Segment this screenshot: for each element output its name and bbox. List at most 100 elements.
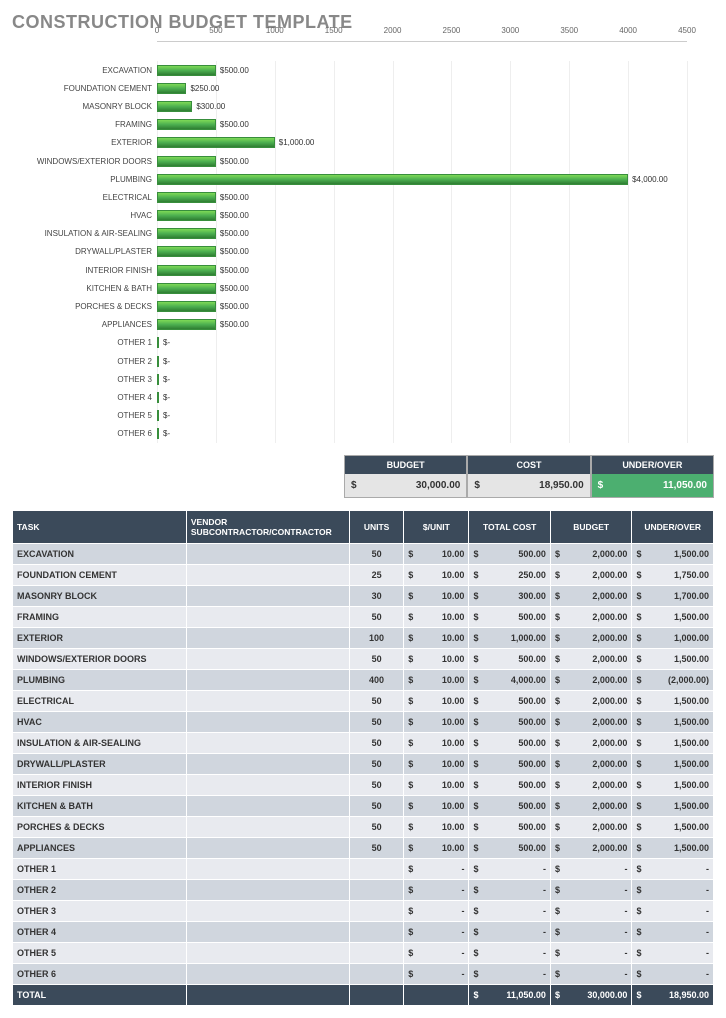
cell-vendor — [186, 774, 349, 795]
bar — [157, 392, 159, 403]
bar-value-label: $1,000.00 — [279, 138, 315, 147]
cell-vendor — [186, 921, 349, 942]
footer-uo: $18,950.00 — [632, 984, 714, 1005]
bar — [157, 428, 159, 439]
cell-uo: $- — [632, 963, 714, 984]
cell-total: $500.00 — [469, 543, 551, 564]
cell-units — [349, 921, 403, 942]
cell-unit-cost: $10.00 — [404, 774, 469, 795]
bar — [157, 137, 275, 148]
table-col-header: VENDORSUBCONTRACTOR/CONTRACTOR — [186, 510, 349, 543]
cell-budget: $- — [550, 942, 632, 963]
bar — [157, 410, 159, 421]
cell-units — [349, 879, 403, 900]
bar-label: OTHER 2 — [12, 357, 152, 366]
chart-bars: EXCAVATION$500.00FOUNDATION CEMENT$250.0… — [157, 61, 687, 443]
bar-row: EXCAVATION$500.00 — [157, 61, 687, 79]
cell-units: 50 — [349, 543, 403, 564]
cell-total: $300.00 — [469, 585, 551, 606]
cell-unit-cost: $10.00 — [404, 627, 469, 648]
table-row: OTHER 3$-$-$-$- — [13, 900, 714, 921]
cell-vendor — [186, 753, 349, 774]
bar-value-label: $- — [163, 393, 170, 402]
bar-value-label: $4,000.00 — [632, 175, 668, 184]
bar-label: ELECTRICAL — [12, 193, 152, 202]
cell-uo: $- — [632, 900, 714, 921]
cell-vendor — [186, 669, 349, 690]
footer-budget: $30,000.00 — [550, 984, 632, 1005]
cell-vendor — [186, 585, 349, 606]
cell-uo: $- — [632, 858, 714, 879]
table-row: OTHER 2$-$-$-$- — [13, 879, 714, 900]
cell-task: INTERIOR FINISH — [13, 774, 187, 795]
x-tick: 3500 — [560, 26, 578, 35]
summary-panel: BUDGET$30,000.00COST$18,950.00UNDER/OVER… — [344, 455, 714, 498]
bar-value-label: $- — [163, 338, 170, 347]
bar-row: DRYWALL/PLASTER$500.00 — [157, 243, 687, 261]
bar-label: DRYWALL/PLASTER — [12, 247, 152, 256]
cell-vendor — [186, 963, 349, 984]
bar — [157, 192, 216, 203]
bar — [157, 174, 628, 185]
bar-value-label: $500.00 — [220, 302, 249, 311]
cell-units: 100 — [349, 627, 403, 648]
cell-units: 50 — [349, 816, 403, 837]
cell-units — [349, 858, 403, 879]
cell-task: OTHER 2 — [13, 879, 187, 900]
cell-vendor — [186, 879, 349, 900]
bar-value-label: $500.00 — [220, 157, 249, 166]
cell-budget: $- — [550, 921, 632, 942]
cell-total: $- — [469, 942, 551, 963]
summary-header: UNDER/OVER — [592, 456, 713, 474]
cell-unit-cost: $10.00 — [404, 585, 469, 606]
x-tick: 2500 — [443, 26, 461, 35]
cell-uo: $(2,000.00) — [632, 669, 714, 690]
bar — [157, 83, 186, 94]
cell-task: KITCHEN & BATH — [13, 795, 187, 816]
bar-label: FRAMING — [12, 120, 152, 129]
cell-vendor — [186, 732, 349, 753]
cell-task: MASONRY BLOCK — [13, 585, 187, 606]
table-row: OTHER 6$-$-$-$- — [13, 963, 714, 984]
bar-value-label: $- — [163, 375, 170, 384]
bar-label: EXTERIOR — [12, 138, 152, 147]
cell-task: WINDOWS/EXTERIOR DOORS — [13, 648, 187, 669]
cell-units — [349, 942, 403, 963]
table-row: KITCHEN & BATH50$10.00$500.00$2,000.00$1… — [13, 795, 714, 816]
bar-label: FOUNDATION CEMENT — [12, 84, 152, 93]
bar-label: MASONRY BLOCK — [12, 102, 152, 111]
cell-units — [349, 900, 403, 921]
cell-task: APPLIANCES — [13, 837, 187, 858]
bar-value-label: $500.00 — [220, 247, 249, 256]
bar — [157, 337, 159, 348]
cell-task: OTHER 5 — [13, 942, 187, 963]
cell-total: $500.00 — [469, 795, 551, 816]
table-row: FOUNDATION CEMENT25$10.00$250.00$2,000.0… — [13, 564, 714, 585]
cell-total: $500.00 — [469, 690, 551, 711]
cell-task: OTHER 4 — [13, 921, 187, 942]
cell-uo: $1,500.00 — [632, 711, 714, 732]
cell-unit-cost: $10.00 — [404, 543, 469, 564]
cell-vendor — [186, 648, 349, 669]
cell-unit-cost: $10.00 — [404, 795, 469, 816]
cell-vendor — [186, 816, 349, 837]
cell-uo: $1,500.00 — [632, 606, 714, 627]
bar-row: MASONRY BLOCK$300.00 — [157, 97, 687, 115]
cell-units: 50 — [349, 774, 403, 795]
cell-budget: $2,000.00 — [550, 543, 632, 564]
cell-units — [349, 963, 403, 984]
bar-row: OTHER 2$- — [157, 352, 687, 370]
bar-value-label: $- — [163, 411, 170, 420]
cell-total: $250.00 — [469, 564, 551, 585]
cell-task: DRYWALL/PLASTER — [13, 753, 187, 774]
table-row: EXTERIOR100$10.00$1,000.00$2,000.00$1,00… — [13, 627, 714, 648]
bar — [157, 301, 216, 312]
bar-row: OTHER 1$- — [157, 334, 687, 352]
bar — [157, 65, 216, 76]
table-col-header: TOTAL COST — [469, 510, 551, 543]
cell-unit-cost: $10.00 — [404, 711, 469, 732]
cell-budget: $2,000.00 — [550, 669, 632, 690]
cell-unit-cost: $- — [404, 942, 469, 963]
bar-label: APPLIANCES — [12, 320, 152, 329]
summary-value: $30,000.00 — [345, 474, 466, 497]
